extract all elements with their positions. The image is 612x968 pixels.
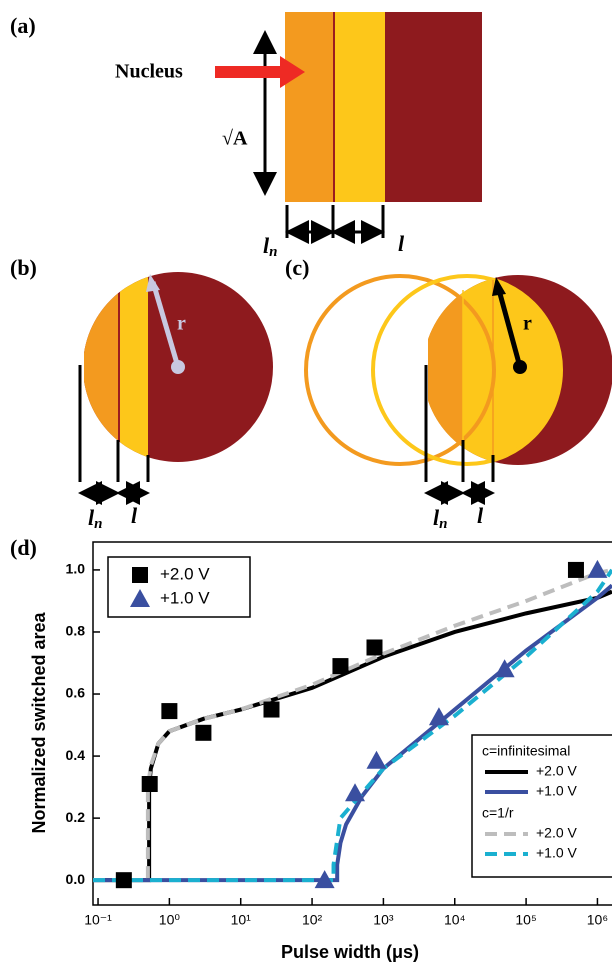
l-label: l bbox=[131, 503, 138, 528]
legend-label: +1.0 V bbox=[536, 845, 578, 861]
panel-a: (a) √A Nucleus ln l bbox=[10, 12, 482, 260]
panel-label: (d) bbox=[10, 535, 37, 560]
panel-label: (b) bbox=[10, 255, 37, 280]
panel-label: (c) bbox=[285, 255, 309, 280]
x-tick-label: 10⁻¹ bbox=[84, 912, 112, 928]
legend-label: +2.0 V bbox=[536, 763, 578, 779]
x-tick-label: 10³ bbox=[373, 912, 394, 928]
y-tick-label: 1.0 bbox=[66, 561, 86, 577]
y-tick-label: 0.6 bbox=[66, 685, 86, 701]
y-tick-label: 0.4 bbox=[66, 747, 86, 763]
point bbox=[195, 725, 211, 741]
l-label: l bbox=[398, 231, 405, 256]
y-tick-label: 0.0 bbox=[66, 871, 86, 887]
ln-sub: n bbox=[269, 244, 277, 260]
point bbox=[116, 872, 132, 888]
point bbox=[366, 751, 386, 769]
legend-group-title: c=infinitesimal bbox=[482, 743, 570, 759]
y-axis-label: Normalized switched area bbox=[29, 611, 49, 833]
switched-disc bbox=[305, 275, 612, 465]
chart: 0.0 0.2 0.4 0.6 0.8 1.0 10⁻¹ 10⁰ 10¹ 10² 10³ 10⁴ 10⁵… bbox=[29, 542, 612, 962]
point bbox=[366, 639, 382, 655]
x-tick-label: 10⁵ bbox=[515, 912, 536, 928]
ln-sub: n bbox=[439, 516, 447, 532]
x-tick-label: 10⁴ bbox=[444, 912, 466, 928]
legend-label: +1.0 V bbox=[536, 783, 578, 799]
nucleation-layer bbox=[285, 12, 333, 202]
ln-label: ln bbox=[433, 505, 447, 532]
ln-sub: n bbox=[94, 516, 102, 532]
center bbox=[171, 360, 185, 374]
ln-label: ln bbox=[263, 233, 277, 260]
page: (a) √A Nucleus ln l (b) r ln l (c) r ln … bbox=[0, 0, 612, 968]
legend-label: +1.0 V bbox=[160, 588, 210, 607]
nucleus-label: Nucleus bbox=[115, 61, 183, 83]
legend-label: +2.0 V bbox=[536, 825, 578, 841]
r-label: r bbox=[177, 313, 186, 335]
l-label: l bbox=[477, 503, 484, 528]
legend-label: +2.0 V bbox=[160, 564, 210, 583]
x-tick-label: 10² bbox=[302, 912, 323, 928]
boundary bbox=[333, 12, 335, 202]
dimension-lines bbox=[287, 205, 383, 238]
legend-item: +2.0 V bbox=[132, 564, 210, 583]
point bbox=[568, 562, 584, 578]
point bbox=[587, 560, 607, 578]
r-label: r bbox=[523, 313, 532, 335]
panel-label: (a) bbox=[10, 13, 36, 38]
ln-label: ln bbox=[88, 505, 102, 532]
panel-b: (b) r ln l bbox=[10, 255, 273, 532]
point bbox=[263, 702, 279, 718]
x-axis-label: Pulse width (μs) bbox=[281, 942, 419, 962]
panel-c: (c) r ln l bbox=[285, 255, 612, 532]
y-tick-label: 0.2 bbox=[66, 809, 86, 825]
unswitched-region bbox=[385, 12, 482, 202]
legend-group-title: c=1/r bbox=[482, 805, 514, 821]
point bbox=[142, 776, 158, 792]
growth-layer bbox=[335, 12, 385, 202]
sqrt-a: √A bbox=[222, 128, 248, 150]
x-tick-label: 10⁶ bbox=[587, 912, 608, 928]
figure: (a) √A Nucleus ln l (b) r ln l (c) r ln … bbox=[0, 0, 612, 968]
point bbox=[332, 658, 348, 674]
point bbox=[345, 783, 365, 801]
legend-marker bbox=[132, 567, 148, 583]
center bbox=[513, 360, 527, 374]
point bbox=[161, 703, 177, 719]
disc-layers bbox=[84, 260, 148, 470]
y-tick-label: 0.8 bbox=[66, 623, 86, 639]
x-tick-label: 10¹ bbox=[231, 912, 252, 928]
x-tick-label: 10⁰ bbox=[159, 912, 181, 928]
